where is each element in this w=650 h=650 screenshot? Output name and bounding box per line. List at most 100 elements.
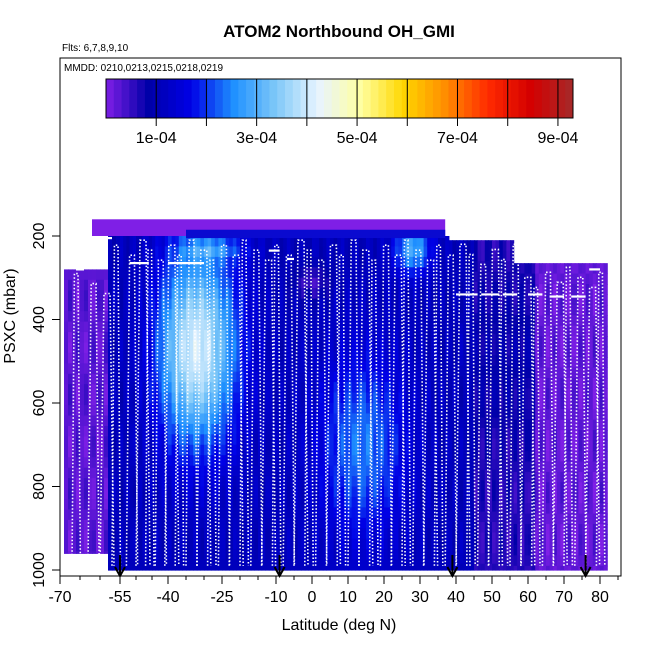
heatmap-cell	[333, 538, 338, 550]
heatmap-cell	[470, 480, 475, 492]
heatmap-cell	[152, 340, 156, 352]
heatmap-cell	[348, 329, 353, 341]
heatmap-cell	[470, 396, 475, 408]
heatmap-cell	[524, 273, 529, 285]
heatmap-cell	[68, 311, 73, 323]
heatmap-cell	[492, 365, 497, 377]
heatmap-cell	[64, 436, 69, 448]
heatmap-cell	[116, 444, 121, 456]
heatmap-cell	[582, 304, 587, 316]
heatmap-cell	[510, 563, 515, 571]
heatmap-cell	[326, 371, 331, 383]
heatmap-cell	[412, 538, 417, 550]
heatmap-cell	[416, 371, 421, 383]
heatmap-cell	[229, 309, 234, 321]
heatmap-cell	[574, 544, 579, 556]
heatmap-cell	[132, 465, 137, 477]
heatmap-cell	[488, 428, 493, 440]
heatmap-cell	[129, 444, 134, 456]
heatmap-cell	[80, 478, 85, 490]
heatmap-cell	[96, 363, 101, 375]
heatmap-cell	[481, 563, 486, 571]
heatmap-cell	[108, 288, 113, 300]
heatmap-cell	[290, 382, 295, 394]
heatmap-cell	[470, 386, 475, 398]
heatmap-cell	[402, 329, 407, 341]
heatmap-cell	[240, 382, 245, 394]
heatmap-cell	[265, 298, 270, 310]
heatmap-cell	[261, 559, 266, 571]
heatmap-cell	[120, 236, 124, 248]
heatmap-cell	[207, 486, 212, 498]
heatmap-cell	[603, 555, 608, 567]
heatmap-cell	[297, 486, 302, 498]
heatmap-cell	[488, 344, 493, 356]
heatmap-cell	[380, 507, 385, 519]
heatmap-cell	[438, 309, 443, 321]
heatmap-cell	[123, 559, 127, 571]
heatmap-cell	[380, 288, 385, 300]
heatmap-cell	[488, 302, 493, 314]
heatmap-cell	[459, 438, 464, 450]
heatmap-cell	[276, 403, 281, 415]
heatmap-cell	[139, 465, 143, 477]
heatmap-cell	[459, 292, 464, 304]
heatmap-cell	[182, 298, 187, 310]
heatmap-cell	[394, 444, 399, 456]
heatmap-cell	[218, 246, 223, 258]
heatmap-cell	[64, 509, 69, 521]
heatmap-cell	[214, 413, 219, 425]
heatmap-cell	[574, 534, 579, 546]
heatmap-cell	[556, 534, 561, 546]
heatmap-cell	[394, 246, 399, 258]
heatmap-cell	[348, 350, 353, 362]
heatmap-cell	[384, 423, 389, 435]
heatmap-cell	[546, 263, 551, 275]
heatmap-cell	[272, 298, 277, 310]
heatmap-cell	[567, 304, 572, 316]
heatmap-cell	[484, 302, 489, 314]
heatmap-cell	[222, 392, 227, 404]
heatmap-cell	[549, 544, 554, 556]
heatmap-cell	[427, 465, 432, 477]
heatmap-cell	[116, 236, 121, 248]
heatmap-cell	[268, 319, 273, 331]
heatmap-cell	[513, 503, 518, 515]
heatmap-cell	[294, 298, 299, 310]
heatmap-cell	[337, 486, 342, 498]
heatmap-cell	[466, 563, 471, 571]
heatmap-cell	[506, 428, 511, 440]
heatmap-cell	[387, 517, 392, 529]
heatmap-cell	[481, 240, 486, 252]
heatmap-cell	[380, 267, 385, 279]
heatmap-cell	[112, 423, 117, 435]
colorbar-swatch	[393, 79, 403, 118]
heatmap-cell	[484, 417, 489, 429]
heatmap-cell	[495, 302, 500, 314]
heatmap-cell	[322, 496, 327, 508]
heatmap-cell	[600, 273, 605, 285]
heatmap-cell	[466, 542, 471, 554]
x-tick-label: -25	[210, 589, 233, 606]
heatmap-cell	[589, 471, 594, 483]
heatmap-cell	[193, 340, 198, 352]
heatmap-cell	[423, 465, 428, 477]
heatmap-cell	[380, 496, 385, 508]
colorbar-swatch	[409, 79, 418, 118]
heatmap-cell	[600, 440, 605, 452]
heatmap-cell	[182, 476, 187, 488]
colorbar-swatch	[183, 79, 193, 118]
heatmap-cell	[412, 256, 417, 268]
heatmap-cell	[474, 438, 479, 450]
heatmap-cell	[560, 451, 565, 463]
heatmap-cell	[376, 434, 381, 446]
heatmap-cell	[373, 340, 378, 352]
heatmap-cell	[254, 392, 259, 404]
colorbar-swatch	[214, 79, 224, 118]
heatmap-cell	[196, 267, 201, 279]
heatmap-cell	[589, 565, 594, 571]
heatmap-cell	[398, 465, 403, 477]
heatmap-cell	[571, 304, 576, 316]
heatmap-cell	[373, 413, 378, 425]
heatmap-cell	[477, 417, 482, 429]
